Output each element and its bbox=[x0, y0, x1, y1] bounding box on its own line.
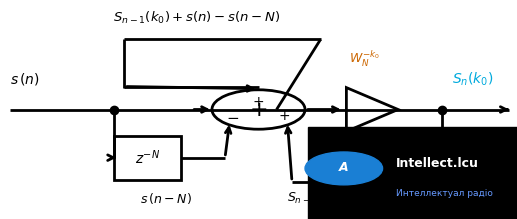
Text: A: A bbox=[339, 161, 348, 174]
Circle shape bbox=[305, 152, 383, 185]
Text: $+$: $+$ bbox=[249, 99, 268, 120]
Text: $S_{n-}$: $S_{n-}$ bbox=[287, 191, 311, 206]
Bar bbox=[114, 136, 181, 180]
Text: +: + bbox=[253, 95, 264, 109]
Text: $S_n(k_0)$: $S_n(k_0)$ bbox=[452, 70, 494, 88]
Text: $s\,(n-N)$: $s\,(n-N)$ bbox=[140, 191, 191, 206]
Text: $-$: $-$ bbox=[226, 109, 239, 124]
Text: Intellect.lcu: Intellect.lcu bbox=[396, 157, 478, 170]
Text: Интеллектуал радіо: Интеллектуал радіо bbox=[396, 189, 492, 198]
Text: $z^{-N}$: $z^{-N}$ bbox=[135, 148, 160, 167]
Text: $W_N^{-k_0}$: $W_N^{-k_0}$ bbox=[349, 49, 380, 69]
Bar bbox=[308, 127, 517, 219]
Text: $+$: $+$ bbox=[278, 110, 290, 123]
Text: $s\,(n)$: $s\,(n)$ bbox=[10, 71, 40, 87]
Text: $S_{n-1}(k_0)+s(n)-s(n-N)$: $S_{n-1}(k_0)+s(n)-s(n-N)$ bbox=[113, 9, 280, 26]
